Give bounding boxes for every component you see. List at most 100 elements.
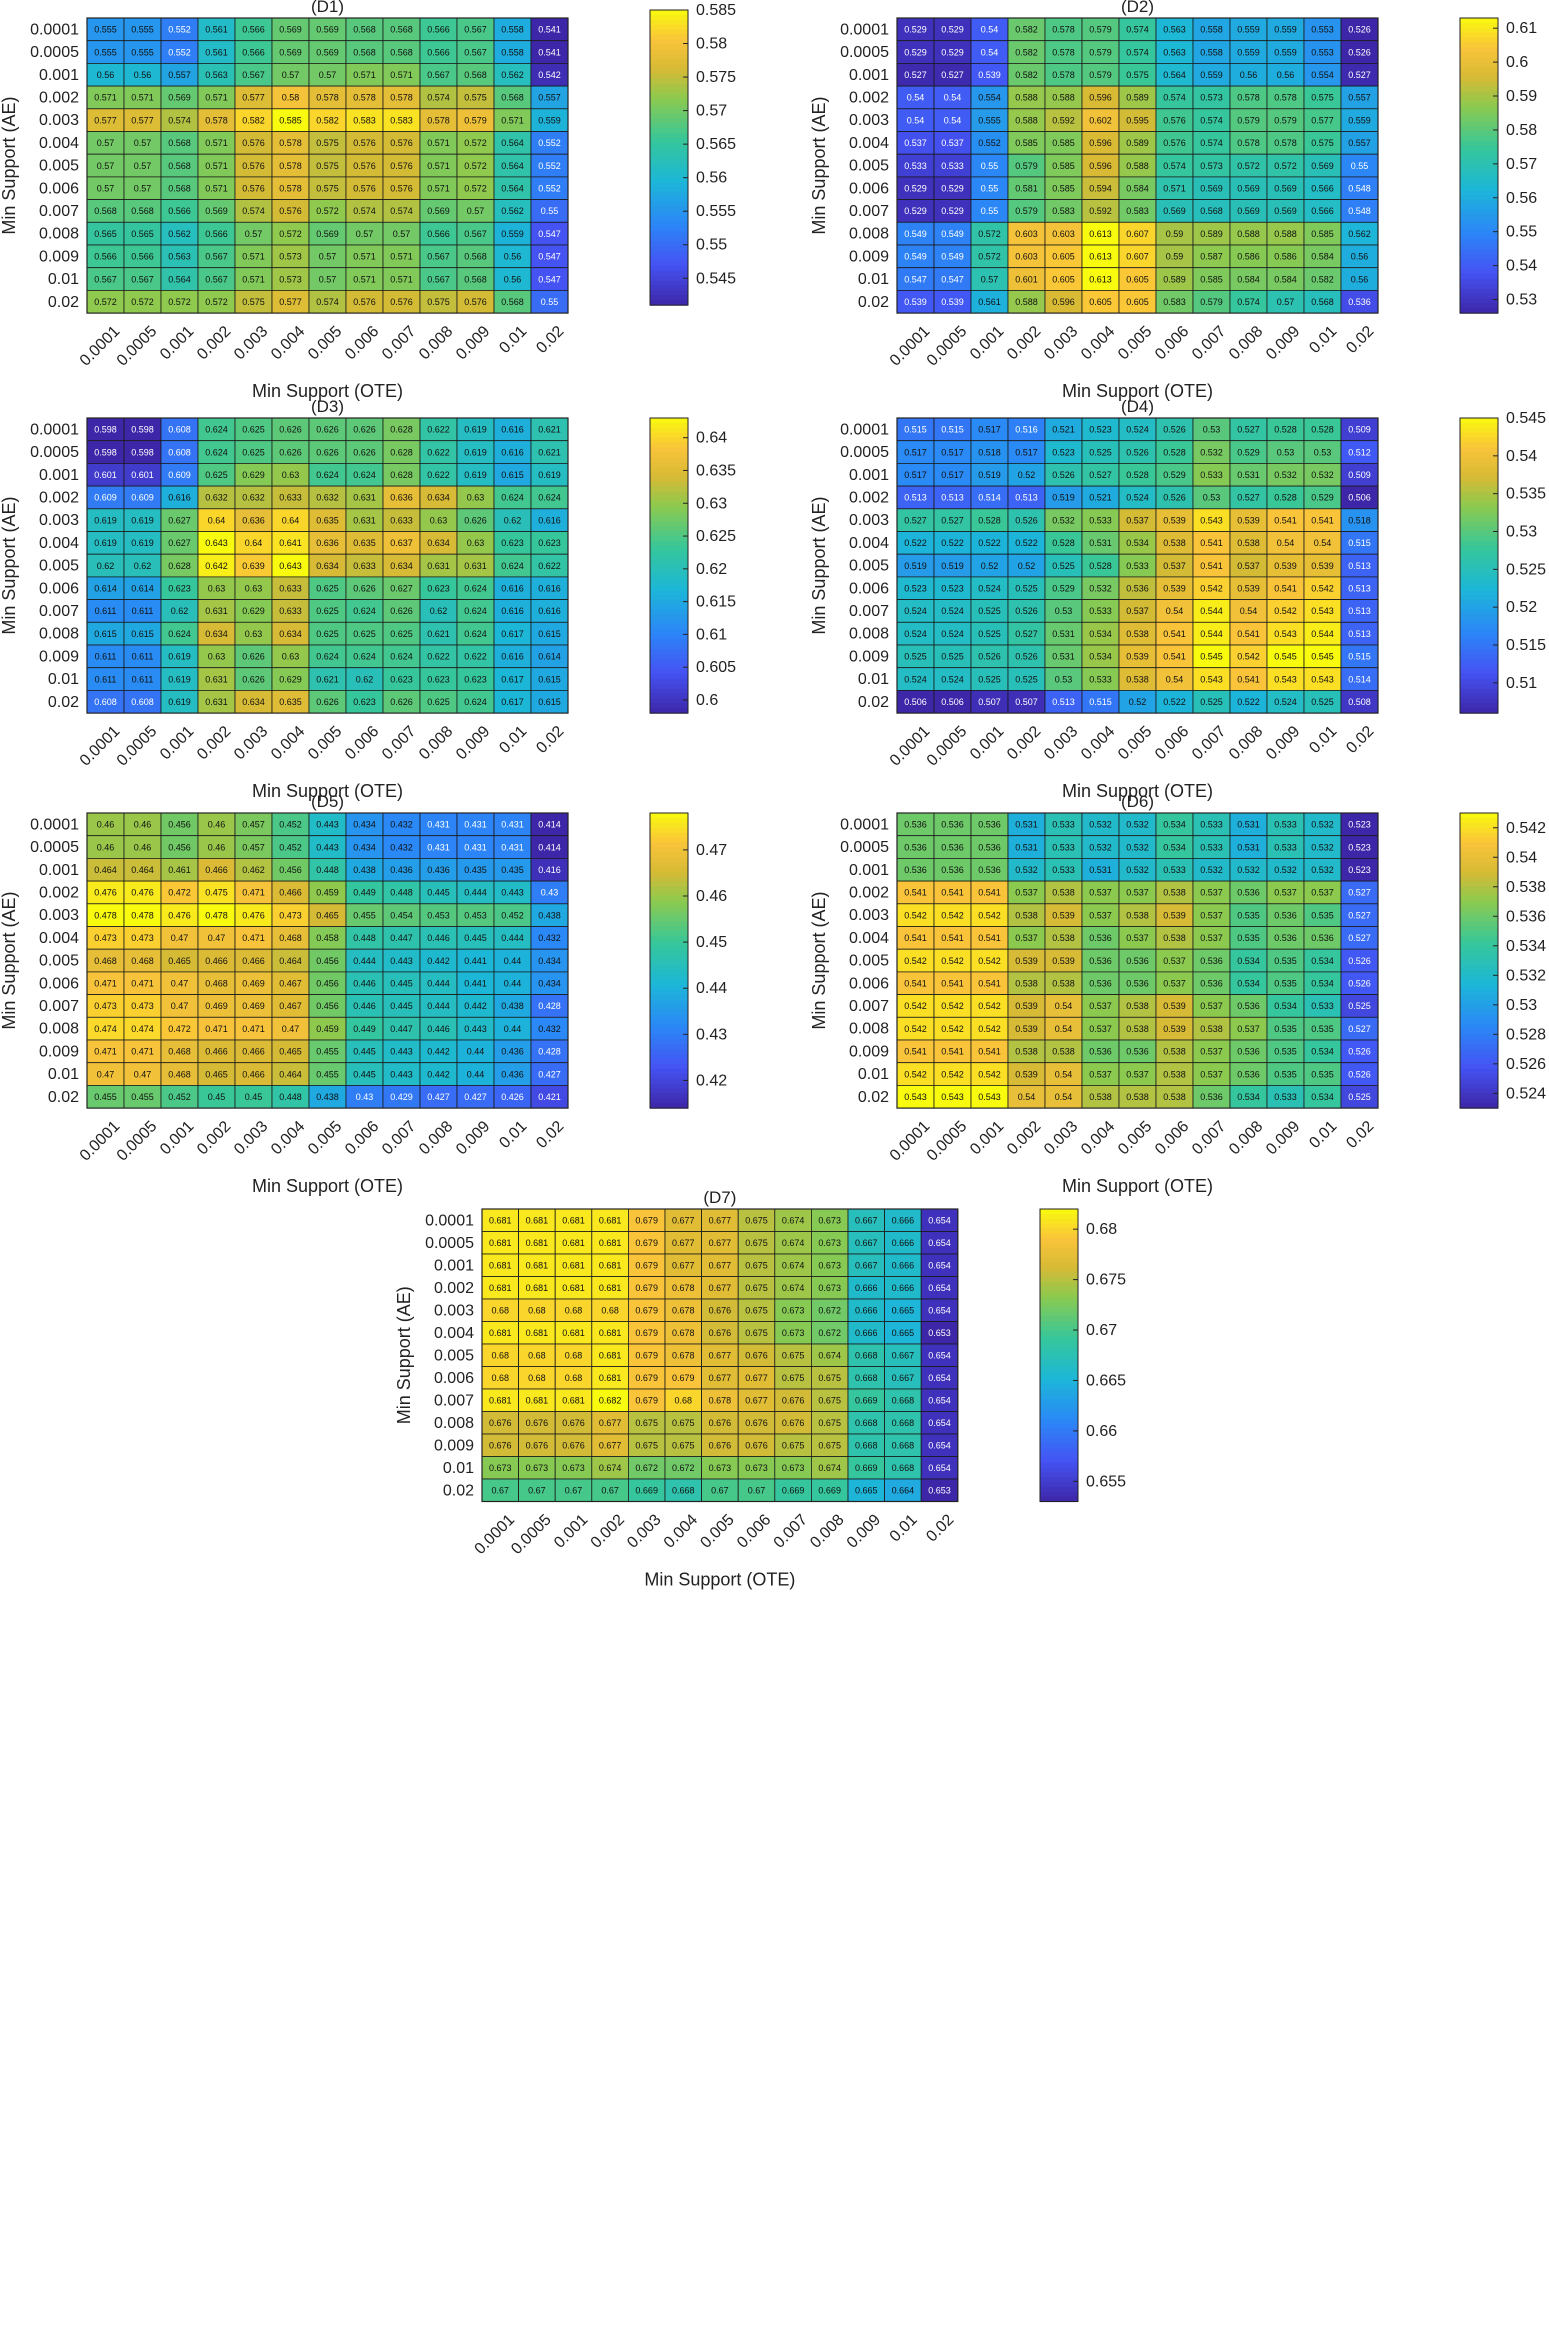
- cell-value-label: 0.57: [1277, 297, 1295, 307]
- cell-value-label: 0.532: [1274, 865, 1297, 875]
- cell-value-label: 0.448: [353, 933, 376, 943]
- cell-value-label: 0.673: [782, 1305, 805, 1315]
- colorbar-segment: [650, 491, 688, 498]
- cell-value-label: 0.57: [393, 229, 411, 239]
- y-tick-label: 0.02: [443, 1482, 474, 1499]
- cell-value-label: 0.633: [279, 583, 302, 593]
- cell-value-label: 0.558: [501, 25, 524, 35]
- cell-value-label: 0.575: [316, 138, 339, 148]
- cell-value-label: 0.465: [316, 910, 339, 920]
- cell-value-label: 0.623: [390, 674, 413, 684]
- cell-value-label: 0.619: [168, 697, 191, 707]
- cell-value-label: 0.674: [782, 1215, 805, 1225]
- cell-value-label: 0.568: [168, 138, 191, 148]
- colorbar-segment: [650, 999, 688, 1006]
- cell-value-label: 0.559: [501, 229, 524, 239]
- cell-value-label: 0.574: [390, 206, 413, 216]
- cell-value-label: 0.435: [464, 865, 487, 875]
- colorbar-segment: [1460, 881, 1498, 888]
- cell-value-label: 0.67: [601, 1485, 619, 1495]
- cell-value-label: 0.666: [855, 1305, 878, 1315]
- cell-value-label: 0.533: [1274, 1092, 1297, 1102]
- cell-value-label: 0.682: [599, 1395, 622, 1405]
- colorbar-tick-label: 0.6: [1506, 54, 1528, 71]
- colorbar-segment: [1460, 195, 1498, 201]
- cell-value-label: 0.471: [242, 933, 265, 943]
- cell-value-label: 0.63: [245, 583, 263, 593]
- cell-value-label: 0.675: [672, 1418, 695, 1428]
- cell-value-label: 0.631: [353, 493, 376, 503]
- cell-value-label: 0.677: [672, 1260, 695, 1270]
- cell-value-label: 0.436: [501, 1069, 524, 1079]
- cell-value-label: 0.675: [672, 1440, 695, 1450]
- colorbar-tick-label: 0.532: [1506, 967, 1546, 984]
- cell-value-label: 0.523: [904, 583, 927, 593]
- cell-value-label: 0.526: [1348, 978, 1371, 988]
- cell-value-label: 0.431: [427, 842, 450, 852]
- colorbar-segment: [650, 580, 688, 586]
- cell-value-label: 0.571: [131, 93, 154, 103]
- cell-value-label: 0.531: [1237, 470, 1260, 480]
- cell-value-label: 0.56: [1351, 274, 1369, 284]
- colorbar-segment: [1460, 121, 1498, 127]
- colorbar-segment: [1040, 1394, 1078, 1400]
- cell-value-label: 0.566: [242, 25, 265, 35]
- x-tick-label: 0.002: [1004, 323, 1044, 363]
- cell-value-label: 0.676: [745, 1418, 768, 1428]
- cell-value-label: 0.534: [1089, 652, 1112, 662]
- colorbar-segment: [650, 1088, 688, 1094]
- colorbar-segment: [1460, 837, 1498, 844]
- cell-value-label: 0.533: [1311, 1001, 1334, 1011]
- colorbar-segment: [650, 837, 688, 844]
- colorbar-segment: [1460, 580, 1498, 586]
- cell-value-label: 0.541: [978, 933, 1001, 943]
- colorbar-tick-label: 0.56: [696, 170, 727, 187]
- cell-value-label: 0.57: [134, 161, 152, 171]
- cell-value-label: 0.622: [538, 561, 561, 571]
- colorbar-segment: [1460, 442, 1498, 449]
- cell-value-label: 0.603: [1052, 229, 1075, 239]
- cell-value-label: 0.679: [635, 1373, 658, 1383]
- cell-value-label: 0.526: [1015, 606, 1038, 616]
- cell-value-label: 0.568: [390, 25, 413, 35]
- colorbar-segment: [650, 241, 688, 247]
- colorbar-segment: [1460, 249, 1498, 255]
- cell-value-label: 0.45: [208, 1092, 226, 1102]
- y-tick-label: 0.01: [858, 271, 889, 288]
- colorbar-tick-label: 0.6: [696, 692, 718, 709]
- x-tick-label: 0.01: [496, 323, 530, 357]
- cell-value-label: 0.541: [941, 888, 964, 898]
- colorbar-segment: [1040, 1491, 1078, 1498]
- colorbar-segment: [650, 54, 688, 60]
- colorbar-segment: [1460, 18, 1498, 24]
- cell-value-label: 0.527: [1348, 1024, 1371, 1034]
- colorbar-segment: [650, 481, 688, 488]
- cell-value-label: 0.538: [1052, 933, 1075, 943]
- colorbar-segment: [1460, 165, 1498, 172]
- cell-value-label: 0.626: [353, 425, 376, 435]
- cell-value-label: 0.568: [353, 25, 376, 35]
- cell-value-label: 0.547: [941, 274, 964, 284]
- y-tick-label: 0.007: [434, 1392, 474, 1409]
- cell-value-label: 0.476: [242, 910, 265, 920]
- cell-value-label: 0.589: [1126, 93, 1149, 103]
- colorbar-segment: [1460, 614, 1498, 621]
- colorbar-segment: [1460, 477, 1498, 483]
- cell-value-label: 0.535: [1274, 1047, 1297, 1057]
- colorbar-segment: [650, 658, 688, 665]
- x-tick-label: 0.007: [379, 723, 419, 763]
- cell-value-label: 0.568: [464, 252, 487, 262]
- cell-value-label: 0.536: [1237, 1001, 1260, 1011]
- cell-value-label: 0.541: [538, 25, 561, 35]
- cell-value-label: 0.525: [1348, 1001, 1371, 1011]
- cell-value-label: 0.525: [904, 652, 927, 662]
- x-tick-label: 0.006: [342, 323, 382, 363]
- colorbar-segment: [650, 990, 688, 996]
- cell-value-label: 0.561: [978, 297, 1001, 307]
- colorbar-segment: [1460, 160, 1498, 167]
- y-tick-label: 0.009: [39, 1043, 79, 1060]
- colorbar-segment: [650, 226, 688, 232]
- cell-value-label: 0.569: [1237, 206, 1260, 216]
- cell-value-label: 0.537: [1200, 933, 1223, 943]
- cell-value-label: 0.536: [1237, 888, 1260, 898]
